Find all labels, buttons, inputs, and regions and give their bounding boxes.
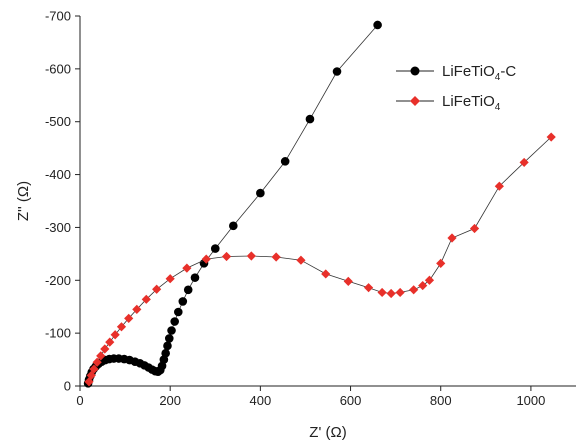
legend: LiFeTiO4-C LiFeTiO4 bbox=[396, 63, 516, 113]
data-point-lifetio4-c bbox=[163, 342, 172, 351]
data-point-lifetio4-c bbox=[229, 222, 238, 231]
data-point-lifetio4 bbox=[105, 338, 114, 347]
data-point-lifetio4 bbox=[447, 233, 456, 242]
data-point-lifetio4-c bbox=[281, 157, 290, 166]
data-point-lifetio4 bbox=[182, 264, 191, 273]
data-point-lifetio4-c bbox=[256, 189, 265, 198]
data-point-lifetio4-c bbox=[373, 21, 382, 30]
y-tick-label: -200 bbox=[45, 273, 71, 288]
y-tick-label: -300 bbox=[45, 220, 71, 235]
data-point-lifetio4 bbox=[378, 288, 387, 297]
x-tick-label: 600 bbox=[340, 393, 362, 408]
data-point-lifetio4 bbox=[222, 252, 231, 261]
series-lifetio4 bbox=[84, 132, 555, 386]
data-point-lifetio4-c bbox=[333, 67, 342, 76]
y-tick-label: -500 bbox=[45, 114, 71, 129]
x-tick-label: 800 bbox=[430, 393, 452, 408]
legend-label-lifetio4-c: LiFeTiO4-C bbox=[442, 63, 516, 83]
data-point-lifetio4 bbox=[387, 289, 396, 298]
y-tick-label: -700 bbox=[45, 9, 71, 24]
data-point-lifetio4 bbox=[396, 288, 405, 297]
data-point-lifetio4 bbox=[425, 276, 434, 285]
data-point-lifetio4-c bbox=[170, 317, 179, 326]
data-point-lifetio4 bbox=[111, 330, 120, 339]
data-point-lifetio4 bbox=[409, 285, 418, 294]
x-axis-title: Z' (Ω) bbox=[309, 424, 346, 441]
legend-marker-circle bbox=[411, 67, 420, 76]
data-point-lifetio4-c bbox=[306, 115, 315, 124]
data-point-lifetio4-c bbox=[184, 286, 193, 295]
legend-marker-diamond bbox=[410, 96, 420, 106]
data-point-lifetio4 bbox=[344, 277, 353, 286]
legend-label-lifetio4: LiFeTiO4 bbox=[442, 93, 501, 113]
data-point-lifetio4-c bbox=[211, 244, 220, 253]
x-tick-label: 400 bbox=[250, 393, 272, 408]
series-line-lifetio4-c bbox=[88, 25, 378, 383]
y-tick-label: -100 bbox=[45, 326, 71, 341]
x-tick-label: 200 bbox=[159, 393, 181, 408]
data-point-lifetio4-c bbox=[174, 308, 183, 317]
series-lifetio4-c bbox=[84, 21, 382, 388]
x-tick-label: 0 bbox=[76, 393, 83, 408]
data-point-lifetio4-c bbox=[167, 326, 176, 335]
y-tick-label: 0 bbox=[64, 379, 71, 394]
y-tick-label: -400 bbox=[45, 167, 71, 182]
data-point-lifetio4 bbox=[436, 259, 445, 268]
y-axis-title: Z'' (Ω) bbox=[15, 181, 32, 221]
x-tick-label: 1000 bbox=[516, 393, 545, 408]
data-point-lifetio4 bbox=[321, 269, 330, 278]
data-point-lifetio4 bbox=[470, 224, 479, 233]
series-line-lifetio4 bbox=[89, 137, 551, 382]
data-point-lifetio4-c bbox=[165, 334, 174, 343]
data-point-lifetio4-c bbox=[191, 273, 200, 282]
y-tick-label: -600 bbox=[45, 61, 71, 76]
data-point-lifetio4 bbox=[418, 281, 427, 290]
data-point-lifetio4-c bbox=[179, 297, 188, 306]
legend-item-lifetio4: LiFeTiO4 bbox=[396, 93, 501, 113]
data-point-lifetio4 bbox=[296, 256, 305, 265]
legend-item-lifetio4-c: LiFeTiO4-C bbox=[396, 63, 516, 83]
data-point-lifetio4 bbox=[166, 274, 175, 283]
data-point-lifetio4-c bbox=[161, 349, 170, 358]
data-point-lifetio4 bbox=[272, 252, 281, 261]
data-point-lifetio4 bbox=[247, 251, 256, 260]
data-point-lifetio4 bbox=[364, 283, 373, 292]
